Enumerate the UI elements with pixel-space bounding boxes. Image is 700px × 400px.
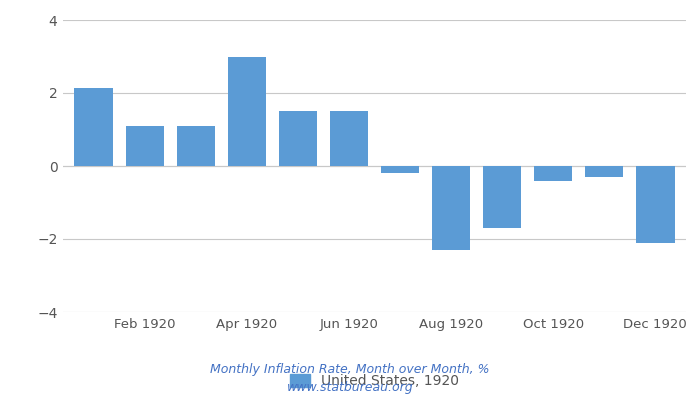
Bar	[534, 166, 573, 181]
Bar	[432, 166, 470, 250]
Bar	[483, 166, 522, 228]
Bar	[228, 56, 266, 166]
Text: Monthly Inflation Rate, Month over Month, %: Monthly Inflation Rate, Month over Month…	[210, 364, 490, 376]
Bar	[636, 166, 675, 243]
Bar	[279, 111, 317, 166]
Bar	[125, 126, 164, 166]
Bar	[176, 126, 215, 166]
Bar	[74, 88, 113, 166]
Bar	[585, 166, 624, 177]
Bar	[381, 166, 419, 173]
Legend: United States, 1920: United States, 1920	[285, 368, 464, 394]
Text: www.statbureau.org: www.statbureau.org	[287, 381, 413, 394]
Bar	[330, 111, 368, 166]
